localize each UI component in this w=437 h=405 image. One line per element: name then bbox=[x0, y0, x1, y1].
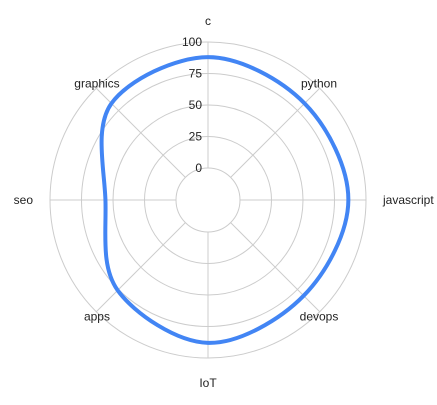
grid-spoke bbox=[230, 222, 321, 313]
grid-spoke bbox=[95, 222, 186, 313]
category-label-seo: seo bbox=[14, 193, 34, 207]
tick-label-100: 100 bbox=[182, 35, 202, 49]
category-label-python: python bbox=[301, 76, 337, 90]
series-layer bbox=[99, 55, 351, 345]
data-point-seo bbox=[104, 199, 106, 201]
data-point-graphics bbox=[110, 102, 112, 104]
tick-label-75: 75 bbox=[189, 67, 203, 81]
radial-tick-labels: 0 25 50 75 100 bbox=[182, 35, 202, 175]
category-label-IoT: IoT bbox=[199, 376, 217, 390]
data-point-IoT bbox=[207, 342, 209, 344]
grid-spoke bbox=[230, 87, 321, 178]
category-label-devops: devops bbox=[300, 310, 339, 324]
category-labels: c python javascript devops IoT apps seo graphic… bbox=[14, 14, 435, 390]
tick-label-25: 25 bbox=[189, 130, 203, 144]
data-point-c bbox=[207, 56, 209, 58]
data-point-javascript bbox=[347, 199, 349, 201]
data-point-apps bbox=[117, 289, 119, 291]
category-label-graphics: graphics bbox=[74, 76, 119, 90]
tick-label-50: 50 bbox=[189, 98, 203, 112]
category-label-apps: apps bbox=[84, 310, 110, 324]
category-label-c: c bbox=[205, 14, 211, 28]
grid-spoke bbox=[95, 87, 186, 178]
data-point-devops bbox=[303, 295, 305, 297]
data-point-python bbox=[304, 102, 306, 104]
radar-grid bbox=[49, 41, 367, 359]
grid-circle-0 bbox=[175, 167, 241, 233]
tick-label-0: 0 bbox=[195, 161, 202, 175]
category-label-javascript: javascript bbox=[382, 193, 434, 207]
